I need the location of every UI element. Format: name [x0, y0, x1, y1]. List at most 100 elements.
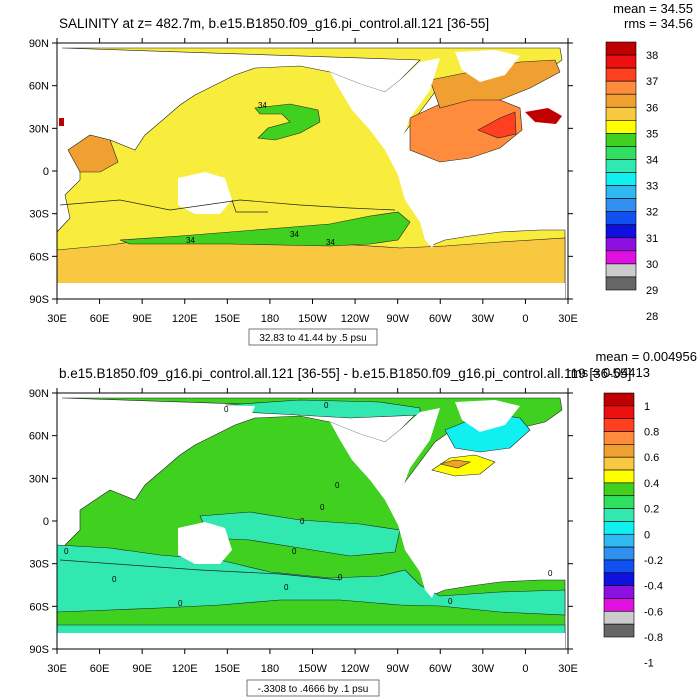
antarctic-intermediate-region [119, 211, 411, 247]
land-mass-australia [178, 522, 232, 564]
x-tick-label: 120W [341, 313, 370, 325]
range-label: -.3308 to .4666 by .1 psu [258, 684, 369, 695]
colorbar-swatch [605, 250, 637, 265]
x-tick-label: 150E [214, 313, 240, 325]
colorbar-label: -0.8 [644, 632, 663, 644]
rms-label: rms = 0.04413 [567, 365, 650, 380]
colorbar-label: -1 [644, 658, 654, 670]
x-tick-label: 90W [386, 313, 409, 325]
contour-label: 0 [112, 575, 117, 584]
rms-label: rms = 34.56 [624, 16, 693, 31]
colorbar-swatch [605, 120, 637, 134]
land-mass-antarctica [57, 633, 565, 649]
colorbar-swatch [605, 80, 637, 95]
contour-label: 0 [548, 569, 553, 578]
difference-panel: b.e15.B1850.f09_g16.pi_control.all.121 [… [29, 349, 697, 697]
colorbar-swatch [605, 106, 637, 121]
colorbar-swatch [603, 469, 635, 484]
x-tick-label: 120E [172, 663, 198, 675]
y-tick-label: 60N [29, 431, 49, 443]
salinity-colorbar: 38 37 36 35 34 33 32 31 30 29 28 [605, 41, 658, 323]
range-label-box [248, 328, 378, 346]
mediterranean-outflow-region [477, 111, 517, 139]
x-tick-label: 0 [522, 313, 528, 325]
contour-label: 34 [290, 230, 299, 239]
colorbar-label: 0.4 [644, 478, 659, 490]
colorbar-label: 34 [646, 154, 658, 166]
colorbar-swatch [605, 211, 637, 226]
x-tick-label: 180 [261, 313, 279, 325]
colorbar-label: 0.8 [644, 427, 659, 439]
x-tick-label: 30E [558, 663, 578, 675]
gulf-stream-core-region [439, 459, 472, 469]
colorbar-swatch [603, 533, 635, 548]
contour-line [59, 199, 396, 211]
colorbar-swatch [605, 146, 637, 160]
colorbar-swatch [605, 159, 637, 173]
land-mass-australia [178, 172, 232, 214]
colorbar-label: 0.6 [644, 452, 659, 464]
x-tick-label: 60E [90, 663, 110, 675]
y-tick-label: 90S [29, 644, 49, 656]
x-tick-label: 120E [172, 313, 198, 325]
x-tick-label: 150W [298, 663, 327, 675]
x-tick-label: 90E [132, 313, 152, 325]
contour-label: 34 [186, 236, 195, 245]
contour-label: 0 [64, 547, 69, 556]
colorbar-label: 28 [646, 311, 658, 323]
colorbar-swatch [603, 444, 635, 458]
x-tick-label: 90W [386, 663, 409, 675]
colorbar-swatch [603, 623, 635, 638]
x-tick-label: 150W [298, 313, 327, 325]
contour-line [59, 559, 341, 581]
y-tick-label: 90S [29, 294, 49, 306]
contour-label: 0 [178, 599, 183, 608]
colorbar-label: 30 [646, 259, 658, 271]
contour-label: 0 [292, 547, 297, 556]
x-tick-label: 60E [90, 313, 110, 325]
colorbar-swatch [603, 508, 635, 522]
colorbar-swatch [603, 559, 635, 574]
cyan-anomaly-region [57, 544, 566, 616]
x-tick-label: 60W [429, 663, 452, 675]
salinity-map-field [57, 47, 566, 299]
y-tick-label: 0 [43, 166, 49, 178]
land-mass-americas [330, 58, 452, 248]
x-tick-label: 60W [429, 313, 452, 325]
colorbar-swatch [605, 54, 637, 69]
colorbar-swatch [603, 598, 635, 612]
x-tick-label: 30E [47, 313, 67, 325]
red-sea-region [59, 118, 64, 126]
panel-title: SALINITY at z= 482.7m, b.e15.B1850.f09_g… [59, 16, 489, 31]
colorbar-swatch [603, 572, 635, 586]
mean-label: mean = 0.004956 [595, 349, 697, 364]
contour-label: 0 [224, 405, 229, 414]
colorbar-label: -0.6 [644, 606, 663, 618]
colorbar-swatch [605, 41, 637, 56]
colorbar-swatch [603, 431, 635, 445]
mediterranean-region [525, 108, 562, 124]
contour-label: 34 [326, 238, 335, 247]
colorbar-label: 0.2 [644, 504, 659, 516]
colorbar-label: 1 [644, 401, 650, 413]
mean-label: mean = 34.55 [613, 1, 693, 16]
colorbar-swatch [605, 93, 637, 108]
y-tick-label: 30S [29, 559, 49, 571]
colorbar-swatch [603, 418, 635, 432]
colorbar-label: 38 [646, 50, 658, 62]
difference-axes: 30E 60E 90E 120E 150E 180 150W 120W 90W 60W 30W 0 30… [29, 388, 578, 675]
colorbar-swatch [605, 237, 637, 252]
contour-label: 0 [300, 517, 305, 526]
land-mass-eurasia [57, 402, 255, 482]
range-label: 32.83 to 41.44 by .5 psu [259, 333, 366, 344]
salinity-axes: 30E 60E 90E 120E 150E 180 150W 120W 90W 60W 30W 0 30… [29, 38, 578, 325]
colorbar-swatch [603, 585, 635, 599]
y-tick-label: 60N [29, 81, 49, 93]
colorbar-swatch [605, 276, 637, 291]
x-tick-label: 30W [472, 313, 495, 325]
difference-colorbar: 1 0.8 0.6 0.4 0.2 0 -0.2 -0.4 -0.6 -0.8 -1 [603, 392, 663, 670]
land-mass-americas [330, 408, 452, 598]
colorbar-label: 31 [646, 233, 658, 245]
colorbar-swatch [605, 224, 637, 239]
y-tick-label: 30N [29, 123, 49, 135]
